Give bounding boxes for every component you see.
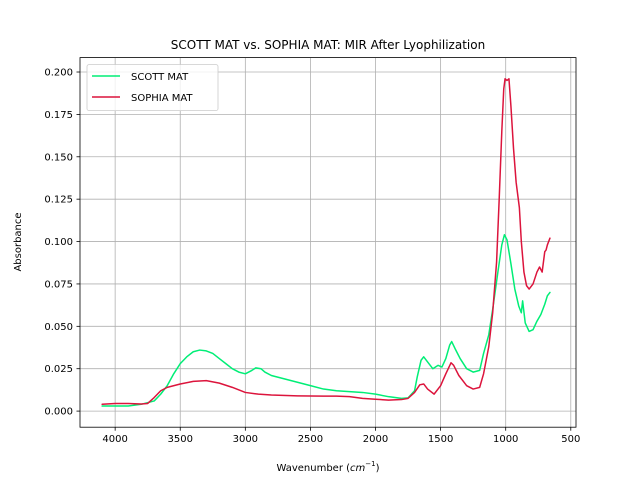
series-layer (101, 78, 551, 407)
x-tick-label: 4000 (102, 434, 127, 445)
y-tick-label: 0.025 (44, 364, 73, 375)
x-axis-label-close: ) (376, 463, 380, 474)
x-tick-label: 1000 (493, 434, 518, 445)
y-tick-label: 0.125 (44, 195, 73, 206)
x-axis-label-exponent: −1 (365, 460, 375, 468)
x-tick-label: 3500 (168, 434, 193, 445)
x-axis: 4000 3500 3000 2500 2000 1500 1000 500 (102, 427, 580, 445)
x-tick-label: 1500 (428, 434, 453, 445)
y-tick-label: 0.050 (44, 322, 73, 333)
x-axis-label: Wavenumber (cm−1) (276, 460, 379, 474)
x-axis-label-main: Wavenumber ( (276, 463, 350, 474)
plot-frame (79, 57, 577, 428)
y-tick-label: 0.075 (44, 279, 73, 290)
series-line-sophia-mat (101, 78, 551, 406)
legend-label-scott-mat: SCOTT MAT (131, 72, 189, 83)
x-axis-label-unit: cm (350, 463, 365, 474)
series-line-scott-mat (101, 234, 551, 407)
y-axis: 0.000 0.025 0.050 0.075 0.100 0.125 0.150 0.175… (44, 68, 80, 418)
legend-label-sophia-mat: SOPHIA MAT (131, 93, 193, 104)
legend: SCOTT MAT SOPHIA MAT (86, 64, 219, 111)
y-tick-label: 0.100 (44, 237, 73, 248)
y-tick-label: 0.175 (44, 110, 73, 121)
y-tick-label: 0.000 (44, 407, 73, 418)
y-tick-label: 0.150 (44, 152, 73, 163)
x-tick-label: 2000 (363, 434, 388, 445)
x-tick-label: 500 (561, 434, 580, 445)
x-tick-label: 3000 (233, 434, 258, 445)
y-tick-label: 0.200 (44, 68, 73, 79)
chart-title: SCOTT MAT vs. SOPHIA MAT: MIR After Lyop… (171, 38, 485, 52)
grid (80, 57, 576, 428)
y-axis-label: Absorbance (13, 212, 24, 271)
x-tick-label: 2500 (298, 434, 323, 445)
